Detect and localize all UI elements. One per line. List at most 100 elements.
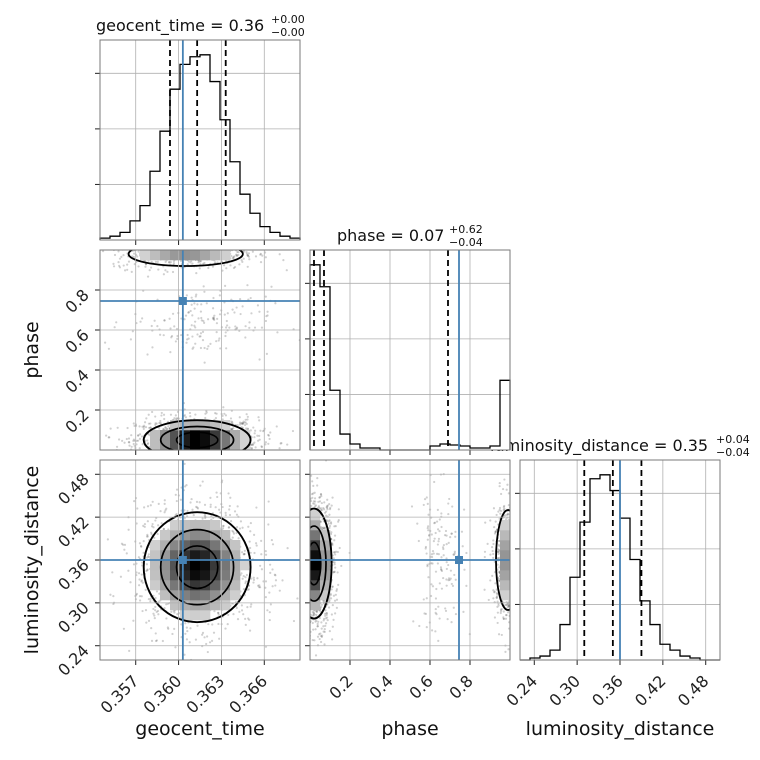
joint-geocent-time-vs-phase-sample-point [154,245,156,247]
joint-geocent-time-vs-luminosity-distance-sample-point [141,581,144,584]
joint-phase-vs-luminosity-distance-sample-point [304,523,306,525]
joint-geocent-time-vs-luminosity-distance-sample-point [172,609,175,613]
joint-phase-vs-luminosity-distance-sample-point [302,590,304,592]
joint-geocent-time-vs-luminosity-distance-sample-point [191,508,194,511]
joint-geocent-time-vs-phase-sample-point [185,341,188,344]
joint-geocent-time-vs-phase-sample-point [221,414,224,417]
joint-phase-vs-luminosity-distance-sample-point [302,597,304,599]
joint-geocent-time-vs-luminosity-distance-sample-point [249,530,252,533]
joint-geocent-time-vs-luminosity-distance-sample-point [156,609,160,613]
joint-geocent-time-vs-phase-sample-point [268,437,271,441]
joint-geocent-time-vs-phase-sample-point [212,455,214,457]
joint-geocent-time-vs-phase-sample-point [167,425,170,428]
joint-phase-vs-luminosity-distance-sample-point [302,548,304,550]
joint-geocent-time-vs-phase-sample-point [179,259,183,263]
joint-phase-vs-luminosity-distance-sample-point [331,638,334,641]
joint-geocent-time-vs-luminosity-distance-density-cell [200,520,211,531]
joint-geocent-time-vs-phase-sample-point [200,455,202,457]
joint-geocent-time-vs-luminosity-distance-sample-point [170,610,173,613]
joint-geocent-time-vs-phase-sample-point [185,452,187,454]
joint-geocent-time-vs-phase-sample-point [117,261,120,264]
joint-geocent-time-vs-luminosity-distance-sample-point [209,505,212,509]
joint-geocent-time-vs-phase-sample-point [256,434,259,437]
joint-geocent-time-vs-luminosity-distance-sample-point [135,592,138,595]
joint-geocent-time-vs-phase-sample-point [159,333,162,336]
joint-phase-vs-luminosity-distance-sample-point [300,555,302,557]
joint-geocent-time-vs-phase-sample-point [170,334,174,338]
joint-geocent-time-vs-phase-density-cell [180,250,191,261]
joint-geocent-time-vs-phase-sample-point [203,458,205,460]
joint-phase-vs-luminosity-distance-sample-point [323,612,327,615]
joint-geocent-time-vs-luminosity-distance-sample-point [281,579,284,582]
joint-geocent-time-vs-phase-sample-point [269,431,272,434]
joint-phase-vs-luminosity-distance-sample-point [316,625,319,628]
joint-geocent-time-vs-phase-density-cell [210,440,221,450]
joint-phase-vs-luminosity-distance-sample-point [340,564,343,568]
joint-geocent-time-vs-luminosity-distance-sample-point [270,538,273,542]
joint-geocent-time-vs-phase-sample-point [187,337,190,340]
joint-geocent-time-vs-phase-density-cell [230,440,241,450]
joint-geocent-time-vs-luminosity-distance-sample-point [249,546,252,550]
joint-phase-vs-luminosity-distance-sample-point [307,583,309,585]
joint-geocent-time-vs-phase-sample-point [204,247,206,249]
joint-geocent-time-vs-phase-sample-point [229,452,231,454]
joint-geocent-time-vs-phase-sample-point [127,441,130,444]
joint-phase-vs-luminosity-distance-sample-point [304,554,306,556]
joint-phase-vs-luminosity-distance-sample-point [331,543,334,547]
joint-geocent-time-vs-phase-sample-point [143,424,146,427]
joint-geocent-time-vs-phase-sample-point [159,419,162,423]
joint-geocent-time-vs-phase-sample-point [141,443,144,446]
joint-geocent-time-vs-phase-sample-point [85,263,87,265]
joint-geocent-time-vs-phase-sample-point [169,327,172,330]
joint-geocent-time-vs-phase-sample-point [215,455,217,457]
joint-phase-vs-luminosity-distance-sample-point [304,508,306,510]
joint-geocent-time-vs-luminosity-distance-sample-point [147,619,151,622]
joint-geocent-time-vs-phase-sample-point [185,247,187,249]
joint-geocent-time-vs-phase-sample-point [239,312,242,316]
joint-phase-vs-luminosity-distance-sample-point [311,480,314,483]
joint-geocent-time-vs-phase-sample-point [123,269,127,272]
joint-geocent-time-vs-luminosity-distance-sample-point [148,555,151,559]
joint-geocent-time-vs-phase-sample-point [199,335,202,338]
joint-geocent-time-vs-luminosity-distance-density-cell [230,560,241,571]
joint-phase-vs-luminosity-distance-sample-point [323,501,326,504]
joint-phase-vs-luminosity-distance-sample-point [304,614,306,616]
joint-geocent-time-vs-phase-sample-point [257,416,260,419]
joint-geocent-time-vs-phase-sample-point [140,247,142,249]
joint-phase-vs-luminosity-distance-sample-point [307,508,309,510]
joint-geocent-time-vs-luminosity-distance-sample-point [233,510,237,513]
joint-geocent-time-vs-phase-sample-point [194,452,196,454]
joint-geocent-time-vs-luminosity-distance-sample-point [183,517,186,520]
joint-geocent-time-vs-luminosity-distance-density-cell [230,580,241,591]
joint-geocent-time-vs-phase-sample-point [266,314,269,317]
joint-geocent-time-vs-phase-sample-point [180,333,183,337]
joint-geocent-time-vs-luminosity-distance-sample-point [157,524,160,527]
joint-geocent-time-vs-phase-sample-point [137,439,140,442]
joint-geocent-time-vs-phase-sample-point [153,454,155,456]
joint-geocent-time-vs-phase-sample-point [212,317,215,321]
joint-geocent-time-vs-luminosity-distance-sample-point [195,500,199,503]
joint-phase-vs-luminosity-distance-sample-point [303,531,305,533]
joint-phase-vs-luminosity-distance-sample-point [305,586,307,588]
joint-geocent-time-vs-phase-sample-point [230,456,232,458]
joint-phase-vs-luminosity-distance-sample-point [323,527,326,530]
joint-geocent-time-vs-luminosity-distance-density-cell [220,580,231,591]
joint-geocent-time-vs-luminosity-distance-sample-point [232,530,235,534]
joint-geocent-time-vs-phase-sample-point [189,453,191,455]
joint-geocent-time-vs-luminosity-distance-density-cell [160,540,171,551]
joint-geocent-time-vs-phase-sample-point [235,306,238,309]
joint-phase-vs-luminosity-distance-sample-point [303,587,305,589]
joint-geocent-time-vs-luminosity-distance-sample-point [231,536,234,539]
joint-geocent-time-vs-luminosity-distance-sample-point [165,603,168,606]
joint-geocent-time-vs-luminosity-distance-sample-point [109,593,112,596]
title-luminosity-distance-plus: +0.04 [716,433,750,446]
joint-geocent-time-vs-phase-sample-point [201,339,205,342]
joint-geocent-time-vs-luminosity-distance-sample-point [145,569,148,573]
joint-geocent-time-vs-luminosity-distance-sample-point [206,650,209,654]
joint-geocent-time-vs-phase-sample-point [169,246,171,248]
joint-geocent-time-vs-luminosity-distance-sample-point [162,527,166,530]
joint-geocent-time-vs-phase-sample-point [274,302,277,305]
joint-phase-vs-luminosity-distance-sample-point [313,497,317,500]
joint-phase-vs-luminosity-distance-sample-point [302,581,304,583]
joint-geocent-time-vs-luminosity-distance-density-cell [170,590,181,601]
